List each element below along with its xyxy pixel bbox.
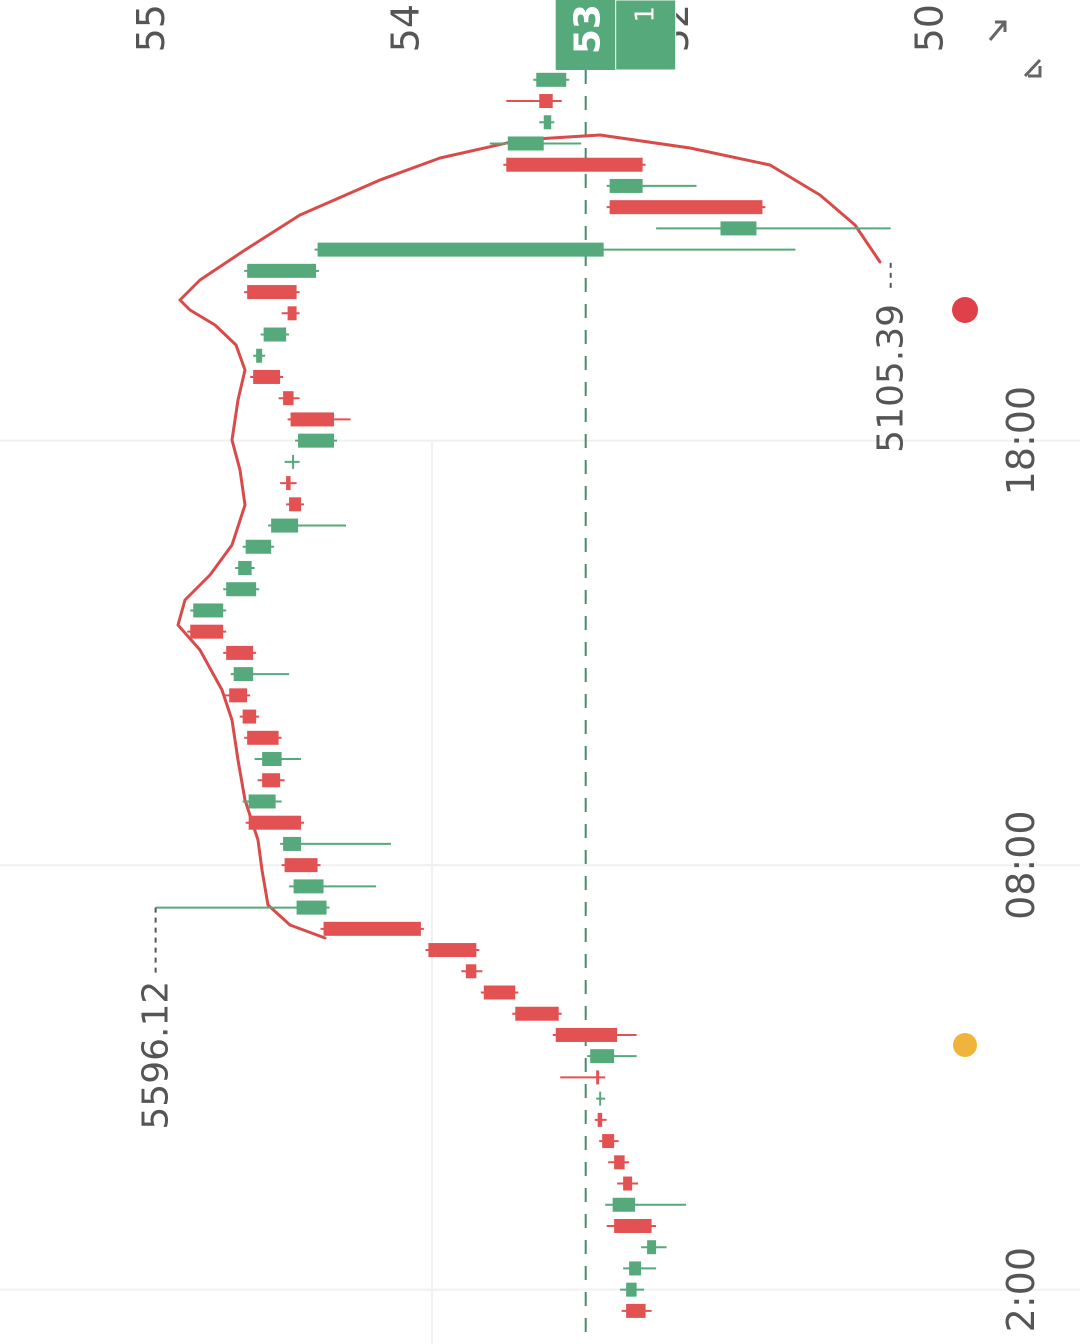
candle-body (253, 369, 281, 384)
candle-body (287, 306, 297, 321)
countdown-tag (615, 0, 677, 71)
candle-body (323, 921, 421, 936)
candle-body (238, 560, 252, 575)
drawn-curve (176, 133, 882, 940)
candle-body (248, 815, 302, 830)
candle-body (190, 624, 224, 639)
candle-body (590, 1049, 615, 1064)
candle-body (292, 454, 295, 469)
candle-body (597, 1112, 603, 1127)
candle-body (612, 1197, 636, 1212)
expand-icon[interactable] (988, 20, 1042, 78)
candle-body (720, 221, 757, 236)
candle-body (543, 115, 552, 130)
candle-body (242, 709, 257, 724)
candle-body (506, 157, 643, 172)
candle-body (626, 1282, 637, 1297)
price-tick-label: 54 (383, 4, 427, 52)
candle-body (614, 1218, 652, 1233)
candle-body (536, 72, 567, 87)
low-label: 5105.39 (871, 304, 912, 453)
candle-body (256, 348, 263, 363)
time-tick-label: 2:00 (999, 1247, 1043, 1332)
candle-body (229, 688, 248, 703)
candle-body (629, 1261, 642, 1276)
candle-body (263, 327, 287, 342)
candle-body (296, 900, 327, 915)
candle-body (284, 858, 318, 873)
candle-body (283, 391, 294, 406)
candle-body (286, 476, 291, 491)
candle-body (596, 1070, 600, 1085)
candle-body (248, 794, 276, 809)
candle-body (428, 943, 477, 958)
price-tag (555, 0, 616, 70)
candle-body (539, 94, 553, 109)
candle-body (262, 773, 281, 788)
candle-body (317, 242, 604, 257)
price-tick-label: 50 (908, 4, 952, 52)
candle-body (247, 730, 279, 745)
candle-body (602, 1134, 615, 1149)
candle-body (290, 412, 335, 427)
candle-body (626, 1303, 646, 1318)
candle-body (245, 539, 272, 554)
candle-body (623, 1176, 633, 1191)
candle-body (289, 497, 302, 512)
high-label: 5596.12 (136, 981, 177, 1130)
candle-body (247, 263, 317, 278)
candle-body (515, 1006, 559, 1021)
candle-body (233, 667, 254, 682)
candle-body (293, 879, 324, 894)
time-tick-label: 18:00 (999, 386, 1043, 496)
candle-body (609, 178, 643, 193)
candle-body (465, 964, 477, 979)
marker-dot (952, 297, 978, 323)
countdown-label: 1 (631, 6, 661, 23)
time-tick-label: 08:00 (999, 810, 1043, 920)
candle-body (599, 1091, 602, 1106)
candle-body (647, 1240, 657, 1255)
candle-body (609, 200, 763, 215)
candle-body (483, 985, 516, 1000)
candle-body (298, 433, 335, 448)
candle-body (226, 645, 254, 660)
candles (155, 72, 891, 1318)
candle-body (507, 136, 544, 151)
candle-body (614, 1155, 625, 1170)
candle-body (555, 1027, 618, 1042)
grid (0, 70, 1080, 1344)
price-tag-label: 53 (568, 4, 609, 54)
candle-body (262, 752, 282, 767)
price-tick-label: 55 (129, 4, 173, 52)
candle-body (247, 285, 297, 300)
candle-body (193, 603, 224, 618)
candle-body (283, 836, 302, 851)
candle-body (226, 582, 257, 597)
marker-dot (953, 1033, 977, 1057)
candle-body (271, 518, 299, 533)
